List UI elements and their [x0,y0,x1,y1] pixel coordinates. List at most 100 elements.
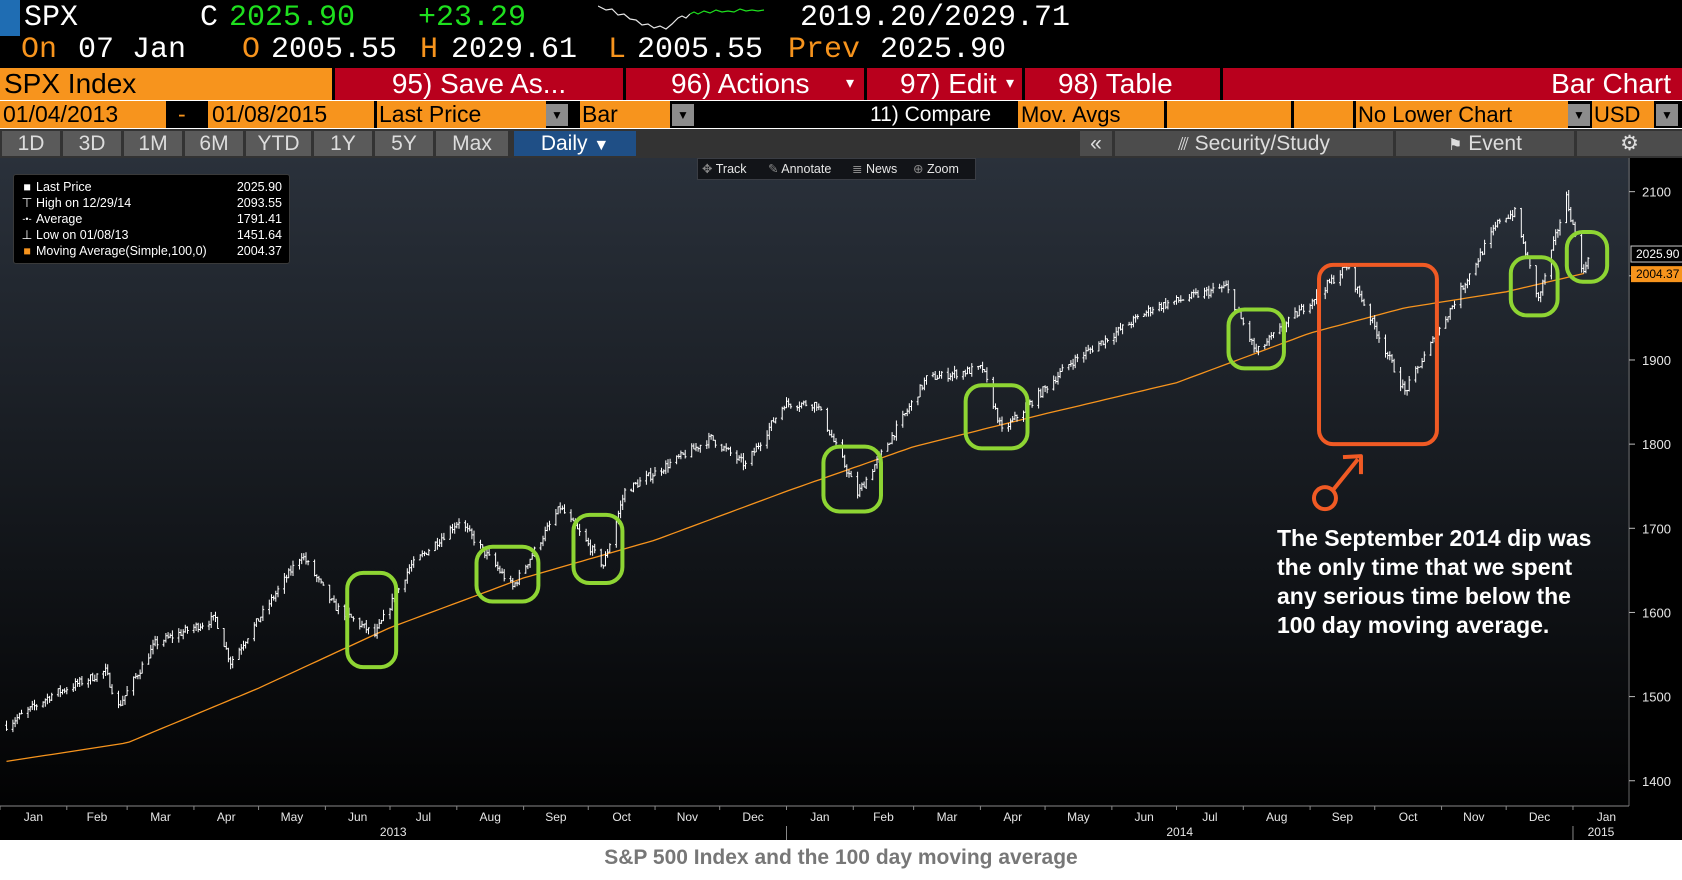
highlight-box-green [474,544,541,604]
x-tick-label: Jul [416,810,431,824]
highlight-box-green [1508,255,1560,318]
study-slot-2[interactable] [1294,101,1353,128]
x-tick-label: Nov [677,810,698,824]
x-tick-label: Mar [937,810,958,824]
compare-button[interactable]: 11) Compare [870,103,991,126]
annotate-tool[interactable]: ✎ Annotate [768,159,831,179]
legend-row: ■ Last Price 2025.90 [20,179,282,195]
edit-dropdown-icon: ▾ [1005,75,1014,92]
security-field[interactable]: SPX Index [0,68,332,100]
legend-label: Low on 01/08/13 [36,228,129,242]
end-date-field[interactable]: 01/08/2015 [208,101,374,128]
period-select[interactable]: Daily ▼ [514,131,636,156]
actions-menu[interactable]: 96) Actions ▾ [626,68,864,100]
legend-value: 2025.90 [236,180,282,194]
y-tick-label: 1800 [1642,437,1671,452]
mov-avgs-label: Mov. Avgs [1021,102,1121,127]
timeframe-6m-button[interactable]: 6M [185,131,243,156]
field-dropdown-icon[interactable]: ▼ [546,104,568,126]
currency-select[interactable]: USD [1592,101,1654,128]
chart-style-select[interactable]: Bar [580,101,670,128]
chart-study-icon: ⫻ [1178,134,1189,154]
lower-chart-value: No Lower Chart [1358,102,1513,127]
x-axis: Jan Feb Mar Apr May Jun Jul Aug Sep Oct Nov Dec Jan F… [0,805,1682,840]
y-tick-label: 2100 [1642,185,1671,200]
security-name: SPX Index [4,68,137,99]
legend-swatch-icon: ■ [23,180,31,194]
field-select[interactable]: Last Price [377,101,546,128]
arrow-head-icon [1342,454,1363,475]
legend-label: Last Price [36,180,92,194]
x-tick-label: Jun [1134,810,1153,824]
prev-label: Prev [788,33,861,67]
x-tick-label: Oct [612,810,631,824]
x-tick-label: Jan [1597,810,1616,824]
actions-label: 96) Actions [671,68,810,99]
price-chart: 14001500160017001800190020002100 JanFebM… [0,158,1682,840]
open-value: 2005.55 [271,33,398,67]
mov-avgs-button[interactable]: Mov. Avgs [1018,101,1164,128]
x-tick-label: Aug [1266,810,1287,824]
legend-label: Average [36,212,83,226]
x-tick-label: Dec [1529,810,1550,824]
arrow-shaft [1331,457,1360,492]
study-slot-1[interactable] [1167,101,1291,128]
legend-row: ■ Moving Average(Simple,100,0) 2004.37 [20,243,282,259]
save-as-button[interactable]: 95) Save As... [335,68,623,100]
quote-header: SPX C 2025.90 +23.29 2019.20/2029.71 On … [0,0,1682,68]
last-value-labels: 2025.90 2004.37 [1630,245,1682,283]
timeframe-1y-button[interactable]: 1Y [314,131,372,156]
timeframe-ytd-button[interactable]: YTD [246,131,311,156]
event-label: Event [1468,132,1522,155]
arrow-tail-icon [1311,485,1338,512]
news-tool[interactable]: ≣ News [852,159,897,179]
zoom-tool[interactable]: ⊕ Zoom [913,159,959,179]
zoom-label: Zoom [926,162,959,176]
start-date: 01/04/2013 [3,101,119,127]
period-label: Daily [540,132,588,155]
timeframe-bar: 1D 3D 1M 6M YTD 1Y 5Y Max Daily ▼ « ⫻ Security/… [0,129,1682,158]
chart-background [0,158,1682,840]
event-button[interactable]: ⚑ Event [1396,131,1574,156]
legend-row: -•- Average 1791.41 [20,211,282,227]
start-date-field[interactable]: 01/04/2013 [0,101,166,128]
x-tick-label: Jun [348,810,367,824]
currency-value: USD [1594,102,1641,127]
timeframe-1d-button[interactable]: 1D [2,131,60,156]
collapse-button[interactable]: « [1080,131,1112,156]
y-tick-label: 1500 [1642,690,1671,705]
chart-style-dropdown-icon[interactable]: ▼ [672,104,694,126]
timeframe-5y-button[interactable]: 5Y [375,131,433,156]
table-button[interactable]: 98) Table [1025,68,1220,100]
track-tool[interactable]: ✥ Track [702,159,747,179]
x-tick-label: Apr [217,810,236,824]
on-label: On [21,33,58,67]
y-tick-label: 1900 [1642,353,1671,368]
ma-value-tag [1631,266,1682,283]
lower-chart-select[interactable]: No Lower Chart [1356,101,1568,128]
legend-row: ⊥ Low on 01/08/13 1451.64 [20,227,282,243]
x-tick-label: Oct [1399,810,1418,824]
edit-menu[interactable]: 97) Edit ▾ [867,68,1022,100]
x-tick-label: Nov [1463,810,1484,824]
legend-row: ⊤ High on 12/29/14 2093.55 [20,195,282,211]
legend-value: 1451.64 [236,228,282,242]
timeframe-max-button[interactable]: Max [436,131,508,156]
timeframe-3d-button[interactable]: 3D [63,131,121,156]
legend-label: Moving Average(Simple,100,0) [36,244,207,258]
settings-button[interactable]: ⚙ [1577,131,1682,156]
timeframe-1m-button[interactable]: 1M [124,131,182,156]
chart-style-value: Bar [582,101,618,127]
gear-icon: ⚙ [1620,132,1639,155]
period-dropdown-icon: ▼ [593,137,610,154]
lower-chart-dropdown-icon[interactable]: ▼ [1568,104,1590,126]
currency-dropdown-icon[interactable]: ▼ [1656,104,1678,126]
x-year-label: 2015 [1588,825,1615,839]
security-study-button[interactable]: ⫻ Security/Study [1115,131,1393,156]
ma-swatch-icon: ■ [23,244,31,258]
high-marker-icon: ⊤ [21,196,33,210]
annotation-text: The September 2014 dip was the only time… [1277,525,1592,638]
x-tick-label: Jul [1202,810,1217,824]
low-marker-icon: ⊥ [21,228,33,242]
x-tick-label: Jan [810,810,829,824]
